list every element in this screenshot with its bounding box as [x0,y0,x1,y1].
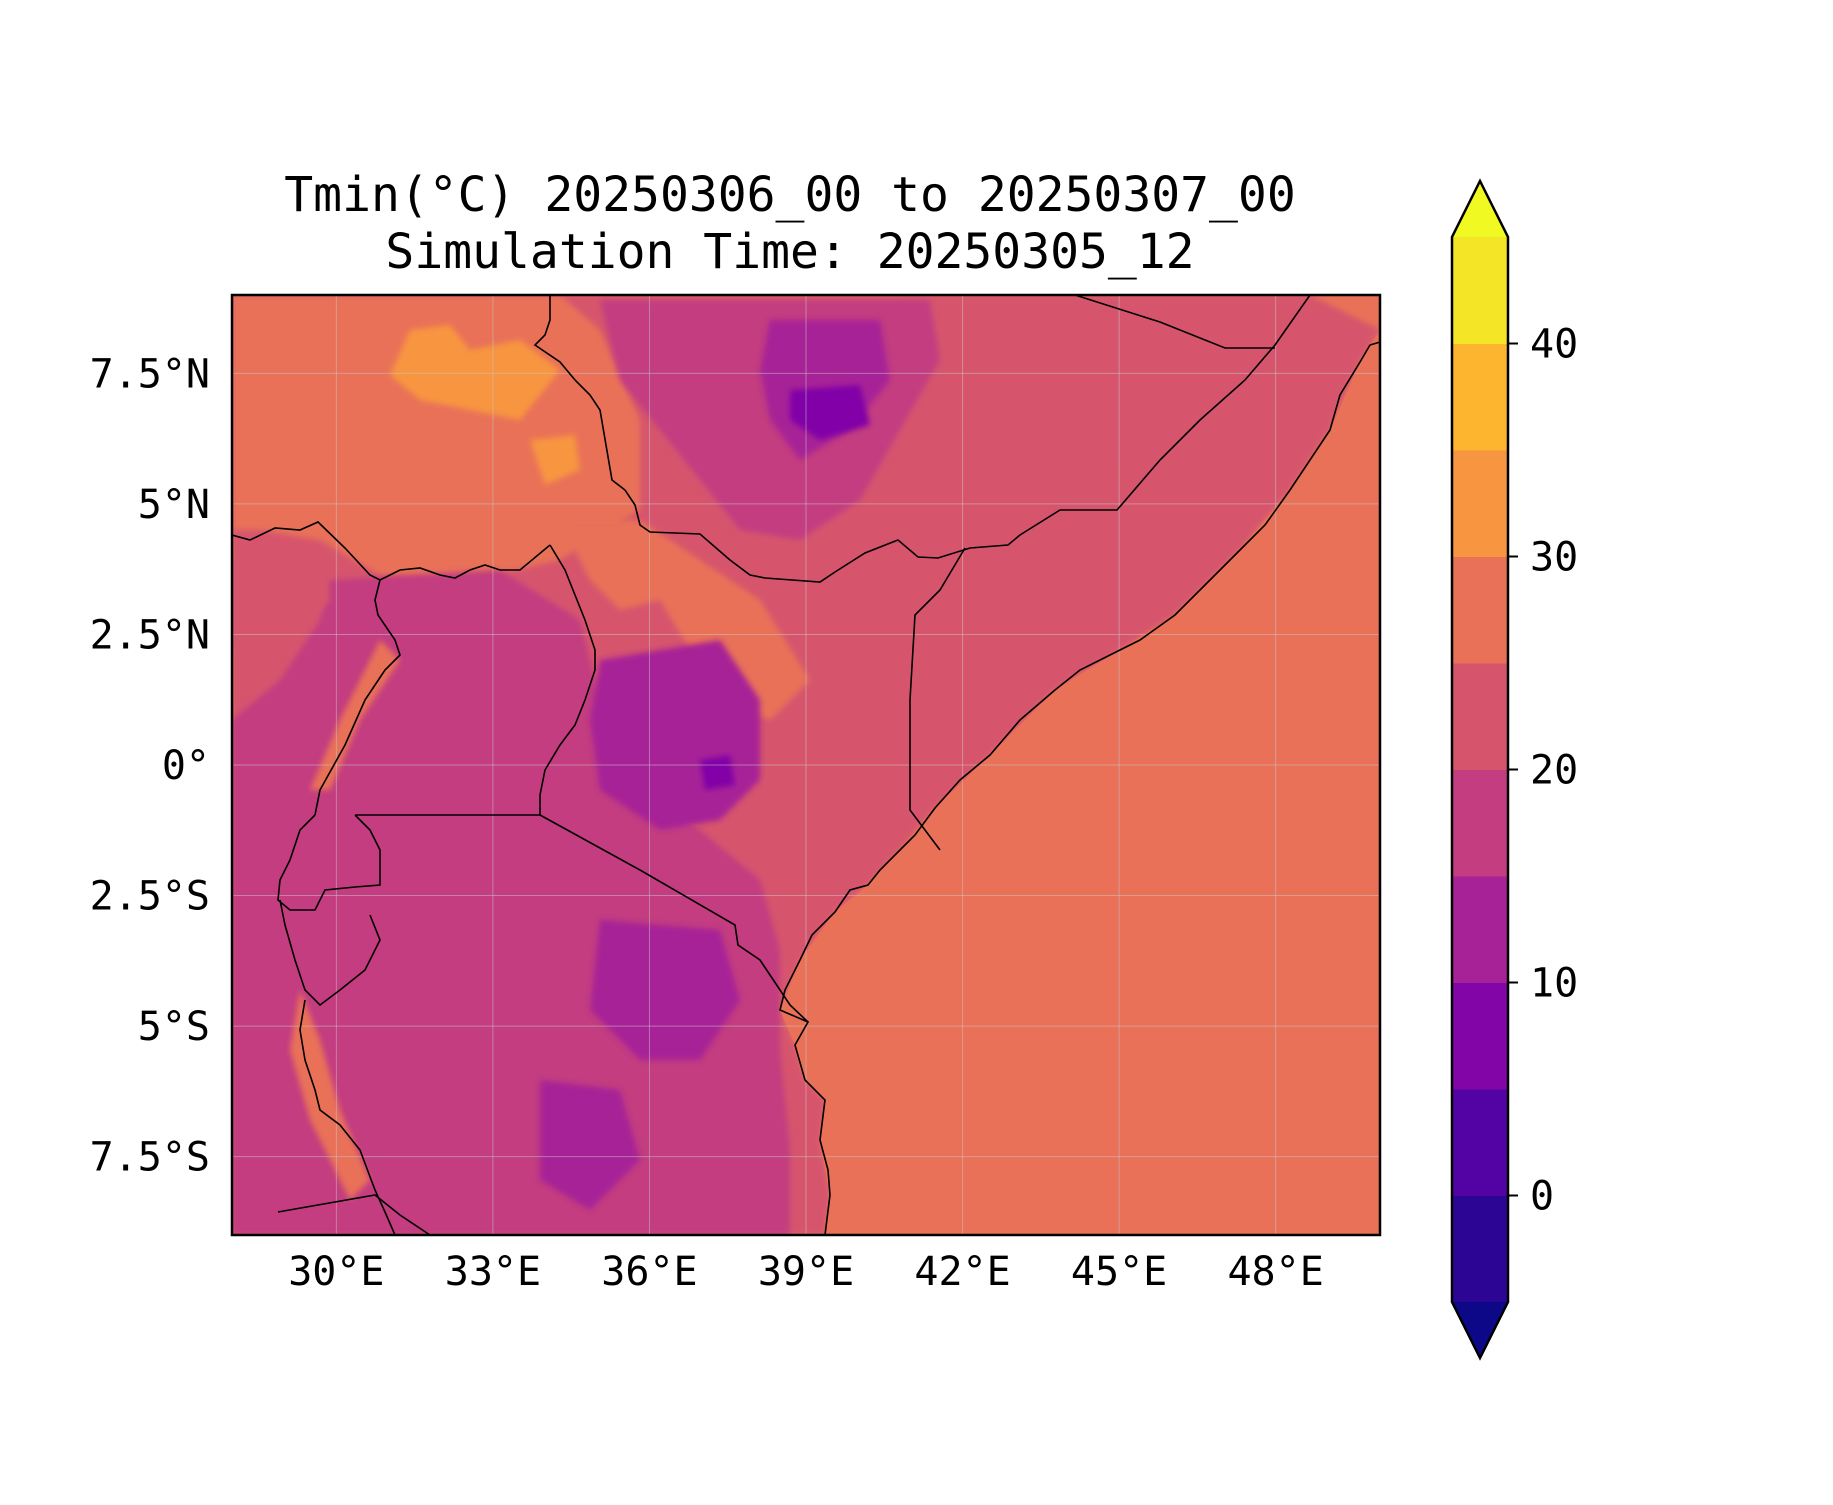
colorbar: 0 10 20 30 40 [1450,178,1578,1361]
x-tick-label: 36°E [601,1249,697,1295]
temperature-region [700,755,735,790]
colorbar-segment [1452,1089,1508,1196]
x-tick-label: 45°E [1071,1249,1167,1295]
temperature-region [232,560,330,650]
colorbar-segment [1452,1195,1508,1303]
border-south-sudan-ethiopia-kenya [533,295,1311,583]
temperature-region [790,385,870,440]
map-area [232,295,1380,1235]
temperature-region [890,300,1310,470]
x-tick-label: 33°E [445,1249,541,1295]
temperature-region [232,570,790,1235]
border-ethiopia-somalia-north [1074,295,1275,349]
colorbar-tick-label: 20 [1530,748,1578,794]
x-tick-label: 30°E [288,1249,384,1295]
map-title-line1: Tmin(°C) 20250306_00 to 20250307_00 [284,167,1295,223]
colorbar-segment [1452,237,1508,344]
x-tick-label: 48°E [1227,1249,1323,1295]
colorbar-tick-label: 40 [1530,322,1578,368]
border-kenya-somalia [909,547,966,851]
border-kenya-tanzania [539,814,809,1023]
x-tick-label: 39°E [758,1249,854,1295]
colorbar-segment [1452,556,1508,664]
colorbar-tick-label: 10 [1530,961,1578,1007]
y-tick-label: 5°S [138,1004,210,1050]
colorbar-segment [1452,343,1508,451]
border-rwanda-burundi [277,814,381,1007]
y-tick-label: 2.5°N [90,612,210,658]
temperature-region [540,1080,640,1210]
temperature-region [290,990,370,1200]
border-tanzania-south [277,1194,431,1235]
country-borders [232,295,1380,1235]
colorbar-extend-min [1452,1302,1508,1358]
colorbar-extend-max [1452,181,1508,237]
temperature-region [530,435,580,485]
colorbar-tick-label: 30 [1530,535,1578,581]
y-tick-label: 5°N [138,482,210,528]
temperature-region [390,325,560,420]
border-sudan-south-sudan [232,521,551,581]
x-tick-label: 42°E [914,1249,1010,1295]
y-axis-ticks: 7.5°N 5°N 2.5°N 0° 2.5°S 5°S 7.5°S [90,351,210,1180]
temperature-region [590,920,740,1060]
border-uganda-kenya [539,544,596,815]
y-tick-label: 2.5°S [90,874,210,920]
colorbar-segment [1452,769,1508,877]
ocean-region [780,330,1380,1235]
colorbar-outline [1450,178,1510,1361]
x-axis-ticks: 30°E 33°E 36°E 39°E 42°E 45°E 48°E [288,1249,1324,1295]
gridlines [232,295,1380,1235]
y-tick-label: 7.5°S [90,1135,210,1181]
colorbar-segment [1452,982,1508,1090]
border-tanzania-west [299,999,396,1235]
colorbar-segment [1452,876,1508,983]
colorbar-segment [1452,450,1508,557]
colorbar-segment [1452,663,1508,770]
map-frame [230,293,1382,1237]
border-uganda-west [314,579,401,816]
map-title-line2: Simulation Time: 20250305_12 [385,224,1194,280]
temperature-region [310,640,400,790]
temperature-region [560,520,810,720]
y-tick-label: 7.5°N [90,351,210,397]
coastline [779,341,1380,1235]
colorbar-tick-label: 0 [1530,1174,1554,1220]
y-tick-label: 0° [162,743,210,789]
